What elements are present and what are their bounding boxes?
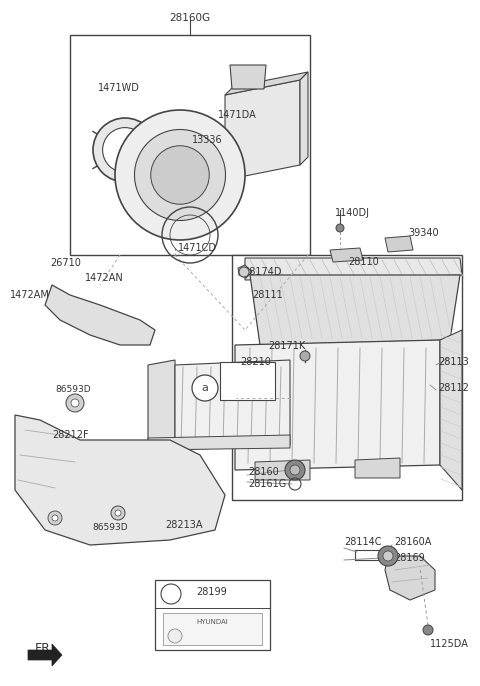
Circle shape — [300, 351, 310, 361]
Text: 28210: 28210 — [240, 357, 271, 367]
Text: 28160: 28160 — [248, 467, 279, 477]
Circle shape — [134, 130, 226, 220]
Polygon shape — [175, 360, 290, 450]
Text: HYUNDAI: HYUNDAI — [196, 619, 228, 625]
Polygon shape — [148, 360, 175, 445]
Circle shape — [52, 515, 58, 521]
Circle shape — [290, 465, 300, 475]
Bar — [163, 613, 262, 645]
Polygon shape — [330, 248, 363, 262]
Polygon shape — [385, 556, 435, 600]
Text: 1471DA: 1471DA — [218, 110, 257, 120]
Circle shape — [168, 629, 182, 643]
Circle shape — [103, 128, 147, 172]
Ellipse shape — [230, 54, 266, 75]
Circle shape — [161, 584, 181, 604]
Text: 28213A: 28213A — [165, 520, 203, 530]
Circle shape — [93, 118, 157, 182]
Bar — [155, 580, 270, 650]
Circle shape — [115, 110, 245, 240]
Circle shape — [285, 460, 305, 480]
Polygon shape — [355, 458, 400, 478]
Polygon shape — [200, 120, 220, 137]
Text: 1472AM: 1472AM — [10, 290, 50, 300]
Polygon shape — [250, 275, 460, 345]
Text: 28212F: 28212F — [52, 430, 89, 440]
Text: 28113: 28113 — [438, 357, 469, 367]
Circle shape — [151, 145, 209, 204]
Text: 28160A: 28160A — [394, 537, 432, 547]
Text: 1125DA: 1125DA — [430, 639, 469, 649]
Circle shape — [192, 375, 218, 401]
Polygon shape — [230, 65, 266, 89]
Circle shape — [115, 510, 121, 516]
Text: 28160G: 28160G — [169, 13, 211, 23]
Circle shape — [71, 399, 79, 407]
Text: FR.: FR. — [35, 641, 54, 654]
Text: 28111: 28111 — [252, 290, 283, 300]
Text: a: a — [168, 589, 174, 599]
Text: 1471WD: 1471WD — [98, 83, 140, 93]
Text: 1472AN: 1472AN — [85, 273, 124, 283]
Polygon shape — [235, 340, 440, 470]
Text: 28161G: 28161G — [248, 479, 286, 489]
Circle shape — [336, 224, 344, 232]
Text: 28199: 28199 — [196, 587, 227, 597]
Bar — [220, 362, 275, 400]
Polygon shape — [45, 285, 155, 345]
Polygon shape — [148, 435, 290, 450]
Circle shape — [111, 506, 125, 520]
Polygon shape — [245, 258, 462, 280]
Polygon shape — [15, 415, 225, 545]
Polygon shape — [238, 265, 252, 278]
Circle shape — [239, 267, 249, 277]
Polygon shape — [385, 236, 413, 252]
Circle shape — [48, 511, 62, 525]
Text: 28171K: 28171K — [268, 341, 305, 351]
Text: 39340: 39340 — [408, 228, 439, 238]
Bar — [232, 255, 462, 500]
Text: 1471CD: 1471CD — [178, 243, 217, 253]
Text: 28110: 28110 — [348, 257, 379, 267]
Polygon shape — [28, 644, 62, 666]
Polygon shape — [440, 330, 462, 490]
Bar — [103, 167, 115, 183]
Circle shape — [378, 546, 398, 566]
Text: 28114C: 28114C — [344, 537, 382, 547]
Text: 28169: 28169 — [394, 553, 425, 563]
Text: 28174D: 28174D — [243, 267, 281, 277]
Polygon shape — [255, 460, 310, 480]
Text: a: a — [202, 383, 208, 393]
Polygon shape — [300, 72, 308, 165]
Bar — [172, 96, 188, 110]
Bar — [70, 35, 310, 255]
Text: 86593D: 86593D — [55, 386, 91, 394]
Circle shape — [66, 394, 84, 412]
Circle shape — [383, 551, 393, 561]
Text: 1140DJ: 1140DJ — [335, 208, 370, 218]
Text: 86593D: 86593D — [92, 523, 128, 532]
Text: 13336: 13336 — [192, 135, 223, 145]
Text: 28112: 28112 — [438, 383, 469, 393]
Circle shape — [423, 625, 433, 635]
Polygon shape — [225, 80, 300, 180]
Text: 26710: 26710 — [50, 258, 81, 268]
Polygon shape — [225, 72, 308, 95]
